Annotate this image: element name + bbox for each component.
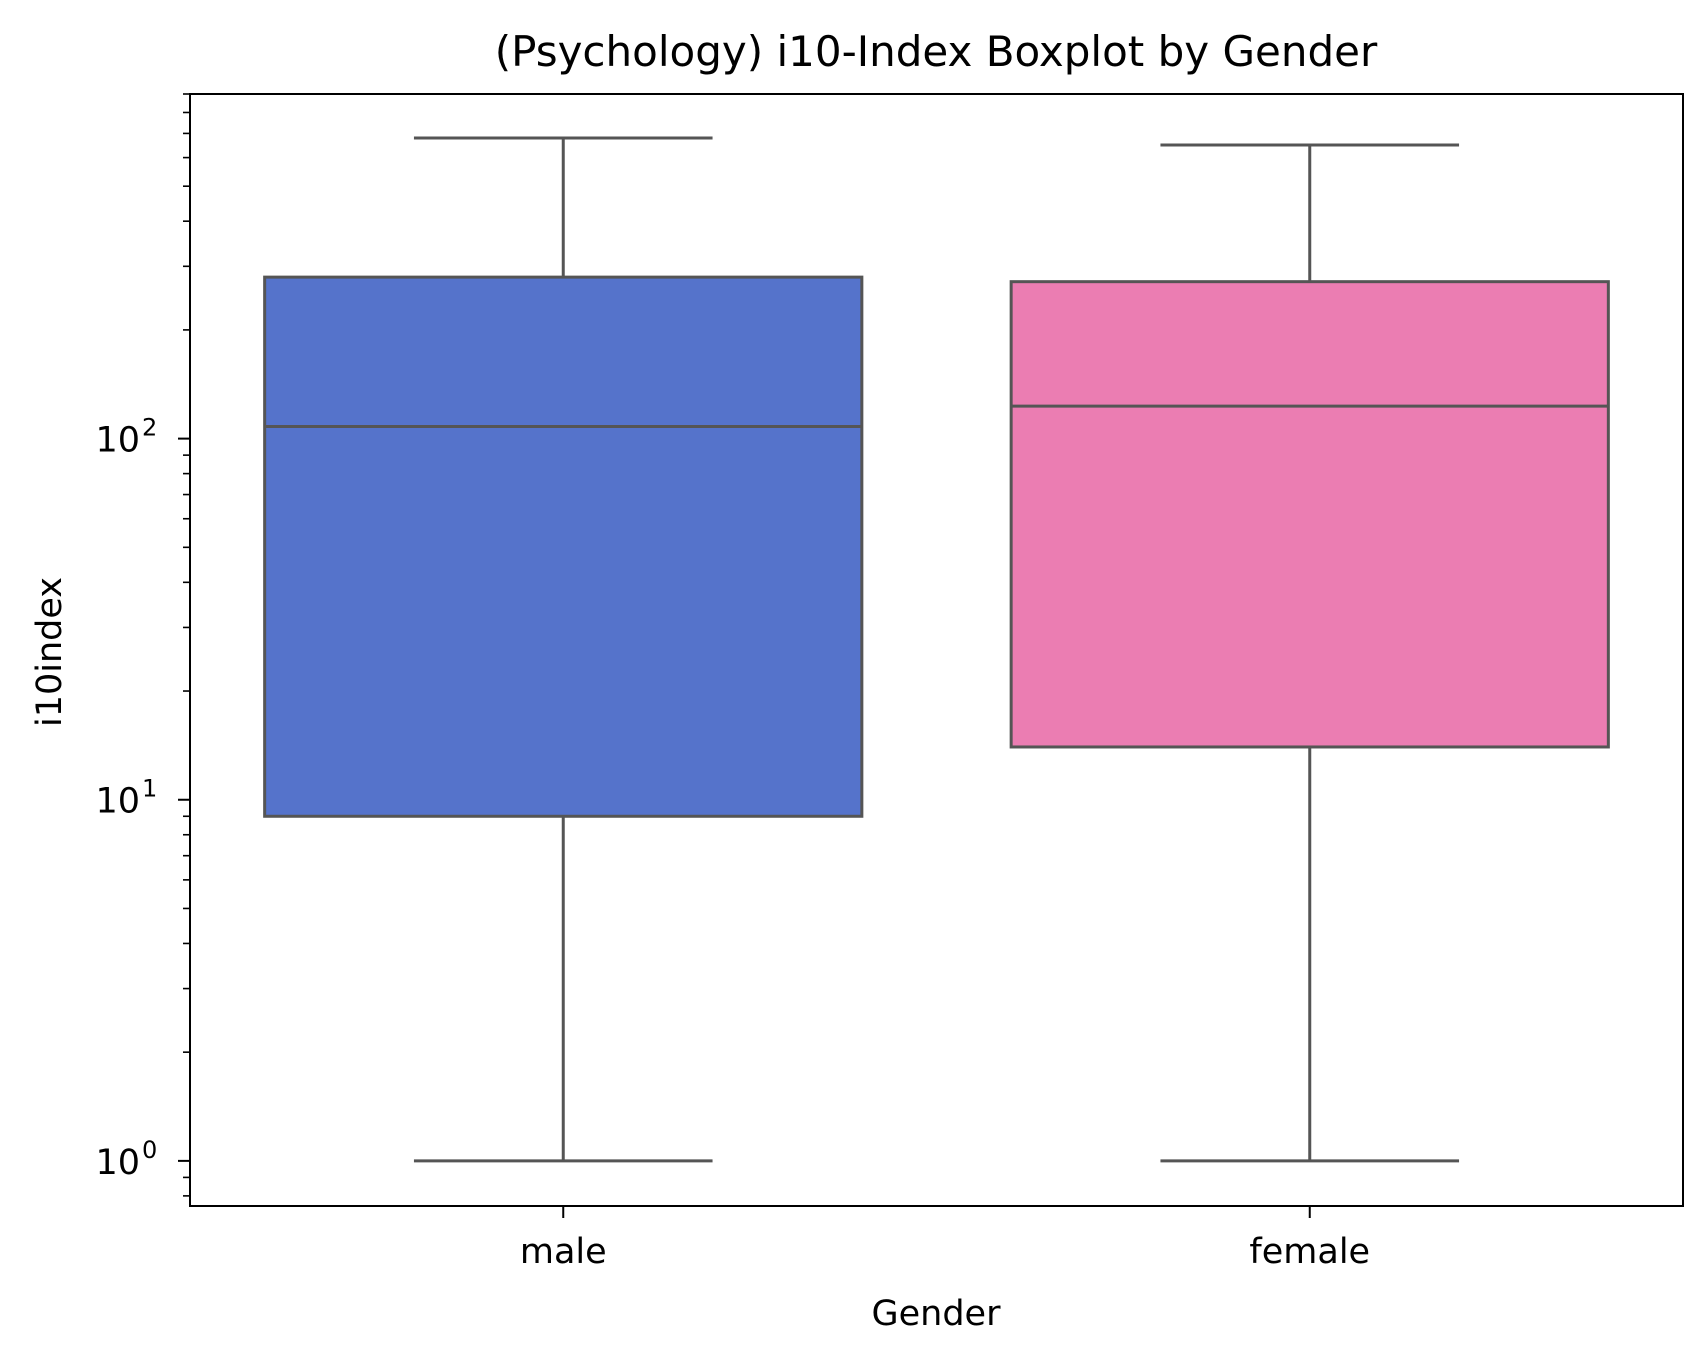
x-tick-label-female: female <box>1249 1232 1370 1272</box>
y-tick-exponent-1: 0 <box>142 1136 157 1164</box>
y-tick-exponent-10: 1 <box>142 775 157 803</box>
y-axis-label: i10index <box>30 577 70 727</box>
y-tick-label-100: 10 <box>95 421 140 461</box>
x-axis-label: Gender <box>872 1294 1002 1334</box>
plot-frame <box>189 93 1684 1207</box>
box-male <box>263 275 864 818</box>
chart-title: (Psychology) i10-Index Boxplot by Gender <box>495 27 1378 76</box>
y-tick-label-10: 10 <box>95 782 140 822</box>
y-tick-label-1: 10 <box>95 1143 140 1183</box>
x-tick-label-male: male <box>520 1232 607 1272</box>
y-tick-exponent-100: 2 <box>142 414 157 442</box>
box-female <box>1009 280 1610 749</box>
